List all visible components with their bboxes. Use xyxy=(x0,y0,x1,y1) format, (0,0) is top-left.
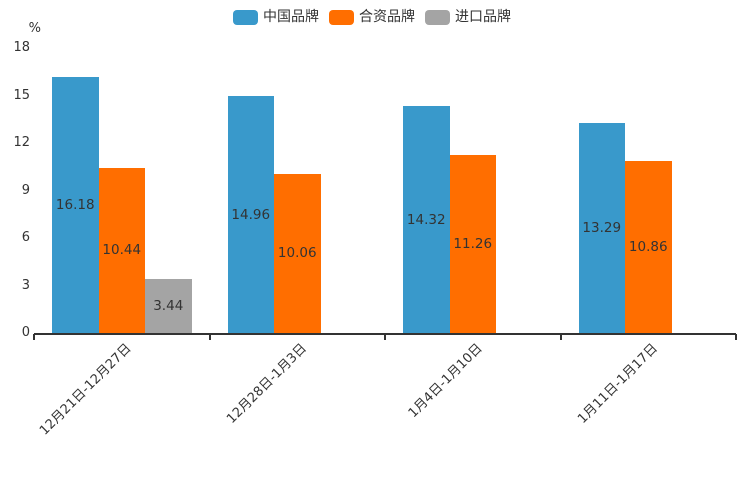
x-axis-tick xyxy=(208,334,211,340)
legend-item-label: 合资品牌 xyxy=(359,9,415,25)
x-axis-label: 12月28日-1月3日 xyxy=(224,341,310,427)
y-axis-tick-label: 6 xyxy=(21,230,30,245)
y-axis-tick-label: 18 xyxy=(13,40,30,55)
bar-series1-cat0[interactable] xyxy=(98,167,145,333)
y-axis-tick-label: 12 xyxy=(13,135,30,150)
legend-swatch-icon xyxy=(425,10,450,25)
x-axis-tick xyxy=(735,334,737,340)
chart-legend: 中国品牌 合资品牌 进口品牌 xyxy=(0,10,744,25)
bar-series1-cat3[interactable] xyxy=(625,161,672,333)
y-axis-tick-label: 0 xyxy=(21,325,30,340)
x-axis-label: 12月21日-12月27日 xyxy=(36,341,135,439)
legend-swatch-icon xyxy=(233,10,258,25)
legend-item-0[interactable]: 中国品牌 xyxy=(233,10,319,25)
legend-item-2[interactable]: 进口品牌 xyxy=(425,10,511,25)
y-axis-tick-label: 15 xyxy=(13,87,30,103)
x-axis-tick xyxy=(33,334,35,340)
bar-series0-cat3[interactable] xyxy=(578,122,625,333)
y-axis-tick-label: 3 xyxy=(21,277,30,293)
bar-series2-cat0[interactable] xyxy=(145,278,192,333)
bar-series1-cat1[interactable] xyxy=(274,173,321,333)
legend-item-label: 进口品牌 xyxy=(455,9,511,25)
bar-series0-cat2[interactable] xyxy=(403,106,450,333)
y-axis-tick-label: 9 xyxy=(21,182,30,198)
bar-series0-cat1[interactable] xyxy=(227,96,274,333)
legend-swatch-icon xyxy=(329,10,354,25)
x-axis-tick xyxy=(384,334,386,340)
x-axis-label: 1月4日-1月10日 xyxy=(405,341,486,421)
legend-item-1[interactable]: 合资品牌 xyxy=(329,10,415,25)
legend-item-label: 中国品牌 xyxy=(263,9,319,25)
x-axis-tick xyxy=(559,334,562,340)
bar-series1-cat2[interactable] xyxy=(449,154,496,333)
bar-series0-cat0[interactable] xyxy=(52,76,99,333)
y-axis-unit-label: % xyxy=(28,21,41,36)
x-axis-label: 1月11日-1月17日 xyxy=(575,341,661,427)
